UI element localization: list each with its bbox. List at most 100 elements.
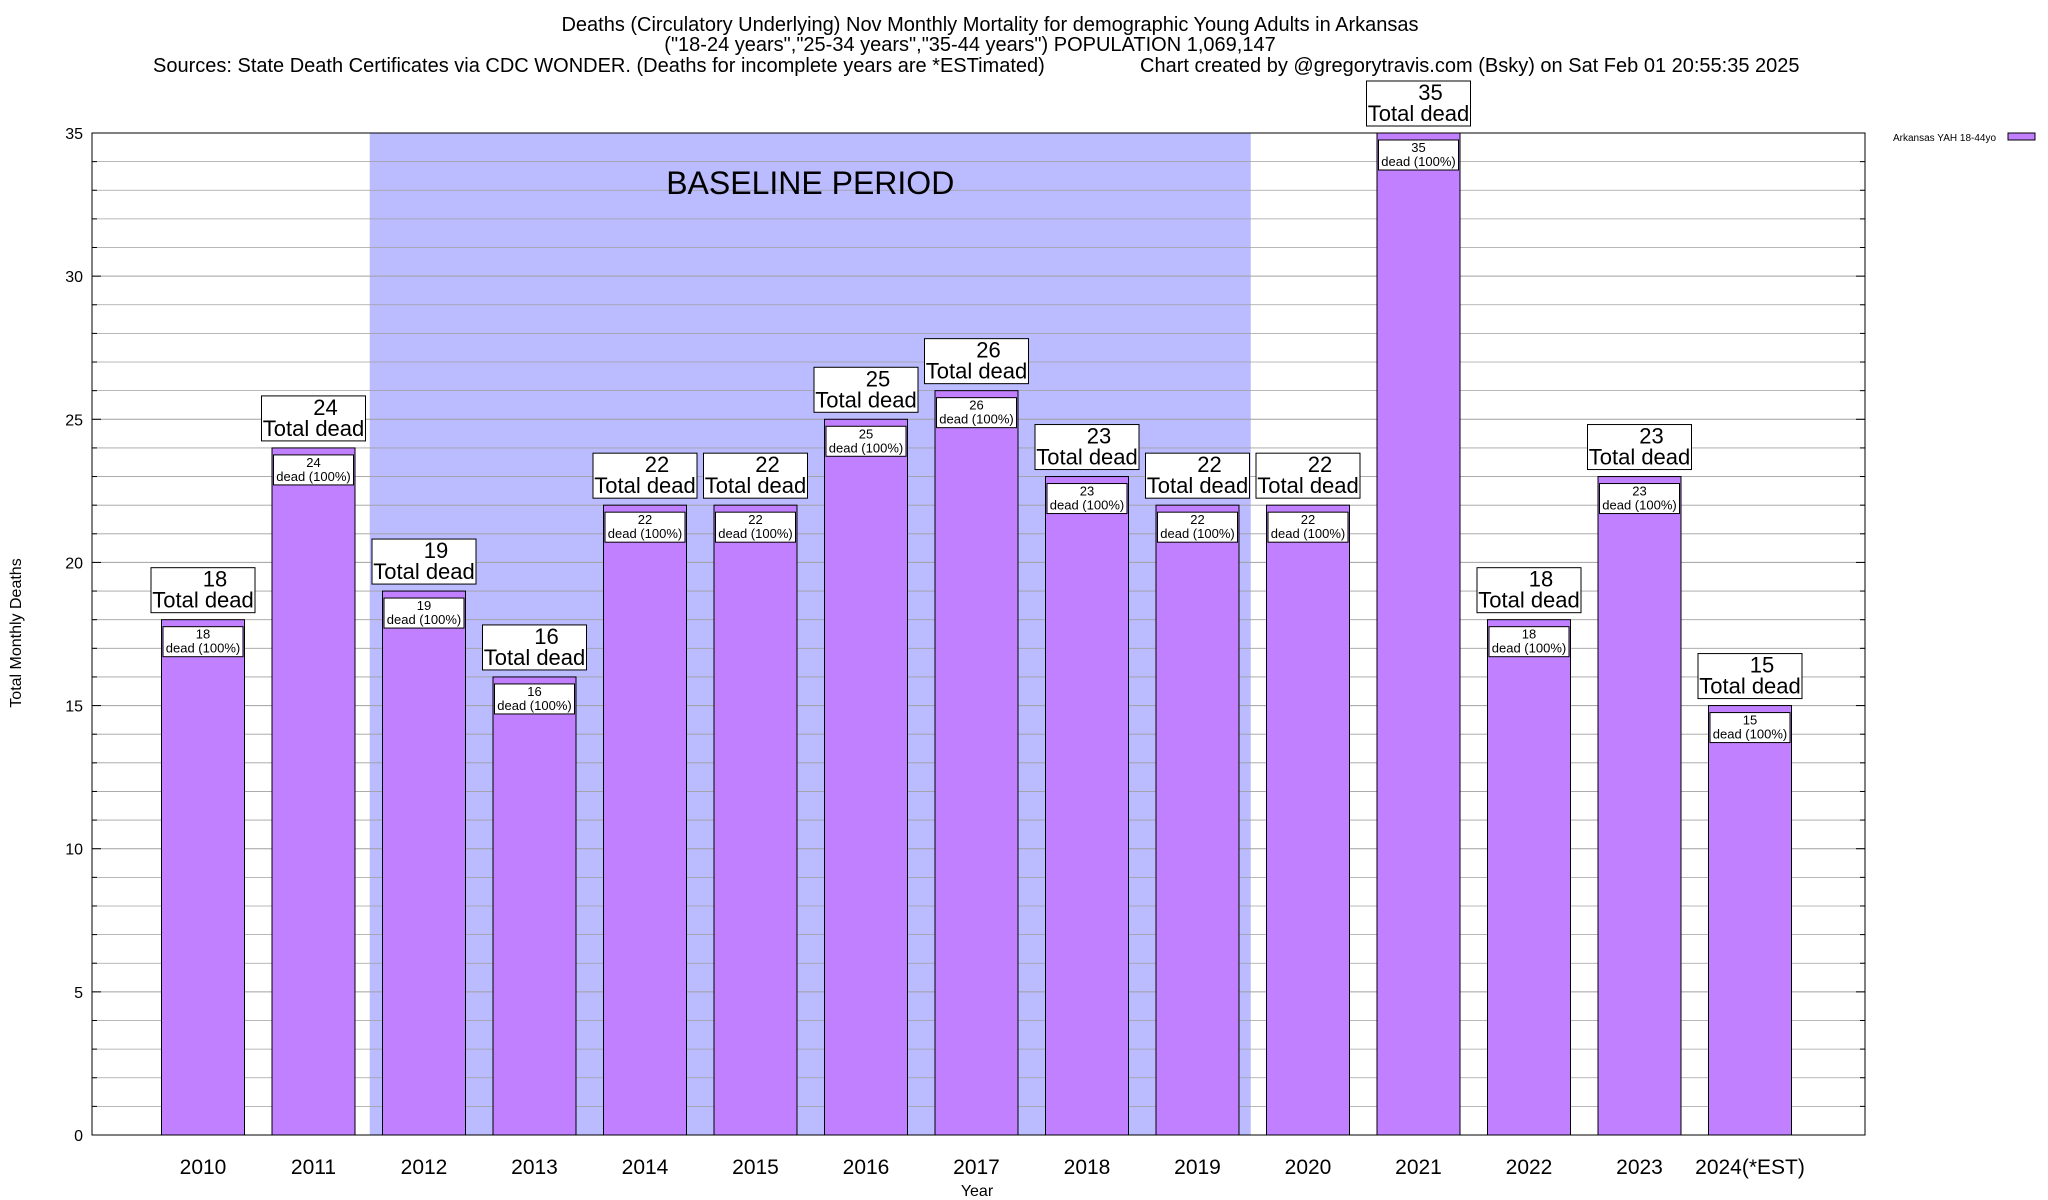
inner-label-box bbox=[1267, 511, 1349, 543]
y-axis-label: Total Monthly Deaths bbox=[8, 558, 25, 707]
inner-label-box bbox=[273, 454, 354, 486]
total-label-box bbox=[1255, 452, 1361, 499]
total-label-text: Total dead bbox=[1036, 445, 1138, 470]
bar bbox=[1045, 476, 1129, 1136]
legend: Arkansas YAH 18-44yo bbox=[1893, 132, 2036, 144]
inner-label-box bbox=[1599, 483, 1680, 515]
inner-label-value: 23 bbox=[1080, 484, 1094, 499]
bar bbox=[934, 390, 1019, 1136]
inner-label-box bbox=[1378, 139, 1459, 171]
legend-entry-label: Arkansas YAH 18-44yo bbox=[1893, 133, 1996, 144]
total-label-text: Total dead bbox=[1368, 101, 1470, 126]
y-tick-label: 15 bbox=[65, 699, 83, 716]
x-tick-label: 2014 bbox=[622, 1156, 669, 1179]
total-label-box bbox=[1697, 653, 1803, 700]
total-label-box bbox=[813, 366, 919, 413]
total-label-box bbox=[1587, 424, 1692, 471]
y-tick-label: 0 bbox=[74, 1128, 83, 1145]
inner-label-value: 26 bbox=[969, 398, 983, 413]
inner-label-value: 18 bbox=[196, 627, 210, 642]
total-label-text: Total dead bbox=[263, 416, 365, 441]
bar bbox=[1708, 705, 1792, 1136]
x-tick-label: 2011 bbox=[291, 1156, 336, 1179]
inner-label-box bbox=[1709, 712, 1791, 744]
total-label-box bbox=[1145, 452, 1250, 499]
inner-label-value: 15 bbox=[1743, 713, 1757, 728]
total-label-text: Total dead bbox=[373, 559, 475, 584]
total-label-box bbox=[592, 452, 698, 499]
chart-sources-note: Sources: State Death Certificates via CD… bbox=[153, 55, 1045, 77]
plot-frame bbox=[91, 132, 1866, 1136]
total-label-value: 19 bbox=[424, 538, 448, 563]
inner-label-box bbox=[383, 597, 465, 629]
x-tick-label: 2012 bbox=[401, 1156, 448, 1179]
bar bbox=[1266, 504, 1350, 1136]
bar bbox=[161, 619, 245, 1136]
inner-label-value: 24 bbox=[306, 455, 320, 470]
total-label-text: Total dead bbox=[484, 645, 586, 670]
inner-label-text: dead (100%) bbox=[608, 526, 682, 541]
inner-label-text: dead (100%) bbox=[1160, 526, 1234, 541]
x-tick-label: 2017 bbox=[953, 1156, 1000, 1179]
bar bbox=[1376, 132, 1461, 1136]
bar bbox=[271, 447, 356, 1136]
inner-label-box bbox=[825, 425, 907, 457]
inner-label-box bbox=[715, 511, 796, 543]
bar bbox=[1155, 504, 1240, 1136]
total-label-box bbox=[1366, 80, 1471, 127]
x-axis-label: Year bbox=[961, 1183, 994, 1200]
y-tick-label: 10 bbox=[65, 842, 83, 859]
total-label-box bbox=[1476, 567, 1582, 614]
total-label-text: Total dead bbox=[1589, 445, 1691, 470]
total-label-value: 23 bbox=[1087, 424, 1111, 449]
total-label-value: 22 bbox=[755, 452, 779, 477]
total-label-box bbox=[924, 338, 1029, 385]
inner-label-text: dead (100%) bbox=[1381, 154, 1455, 169]
baseline-period-label: BASELINE PERIOD bbox=[666, 165, 954, 201]
inner-label-text: dead (100%) bbox=[387, 612, 461, 627]
inner-label-value: 18 bbox=[1522, 627, 1536, 642]
inner-label-box bbox=[1157, 511, 1238, 543]
bar bbox=[382, 590, 466, 1136]
bar bbox=[1487, 619, 1571, 1136]
x-tick-label: 2020 bbox=[1285, 1156, 1332, 1179]
total-label-value: 23 bbox=[1639, 424, 1663, 449]
total-label-text: Total dead bbox=[1147, 473, 1249, 498]
inner-label-text: dead (100%) bbox=[276, 469, 350, 484]
total-label-box bbox=[150, 567, 256, 614]
inner-label-box bbox=[162, 626, 244, 658]
inner-label-text: dead (100%) bbox=[1713, 727, 1787, 742]
inner-label-value: 19 bbox=[417, 598, 431, 613]
bars-layer bbox=[161, 132, 1792, 1136]
inner-label-text: dead (100%) bbox=[829, 440, 903, 455]
inner-label-text: dead (100%) bbox=[497, 698, 571, 713]
inner-label-value: 22 bbox=[1301, 512, 1315, 527]
total-label-value: 15 bbox=[1750, 653, 1774, 678]
inner-label-box bbox=[936, 397, 1017, 429]
inner-label-text: dead (100%) bbox=[718, 526, 792, 541]
inner-label-value: 16 bbox=[527, 684, 541, 699]
total-label-text: Total dead bbox=[705, 473, 807, 498]
x-tick-label: 2022 bbox=[1506, 1156, 1553, 1179]
total-label-value: 35 bbox=[1418, 80, 1442, 105]
y-tick-label: 35 bbox=[65, 126, 83, 143]
inner-label-value: 35 bbox=[1411, 140, 1425, 155]
x-tick-label: 2015 bbox=[732, 1156, 779, 1179]
inner-label-value: 22 bbox=[748, 512, 762, 527]
x-tick-label: 2023 bbox=[1616, 1156, 1663, 1179]
bar bbox=[713, 504, 798, 1136]
inner-label-text: dead (100%) bbox=[166, 641, 240, 656]
total-label-box bbox=[371, 538, 477, 585]
x-tick-label: 2013 bbox=[511, 1156, 558, 1179]
total-label-text: Total dead bbox=[1478, 588, 1580, 613]
x-tick-label: 2019 bbox=[1174, 1156, 1221, 1179]
total-label-box bbox=[1034, 424, 1140, 471]
total-label-value: 16 bbox=[534, 624, 558, 649]
inner-label-text: dead (100%) bbox=[1602, 498, 1676, 513]
total-label-text: Total dead bbox=[152, 588, 254, 613]
total-label-text: Total dead bbox=[926, 359, 1028, 384]
legend-swatch bbox=[2007, 132, 2036, 141]
chart-title-line-1: Deaths (Circulatory Underlying) Nov Mont… bbox=[561, 14, 1418, 36]
